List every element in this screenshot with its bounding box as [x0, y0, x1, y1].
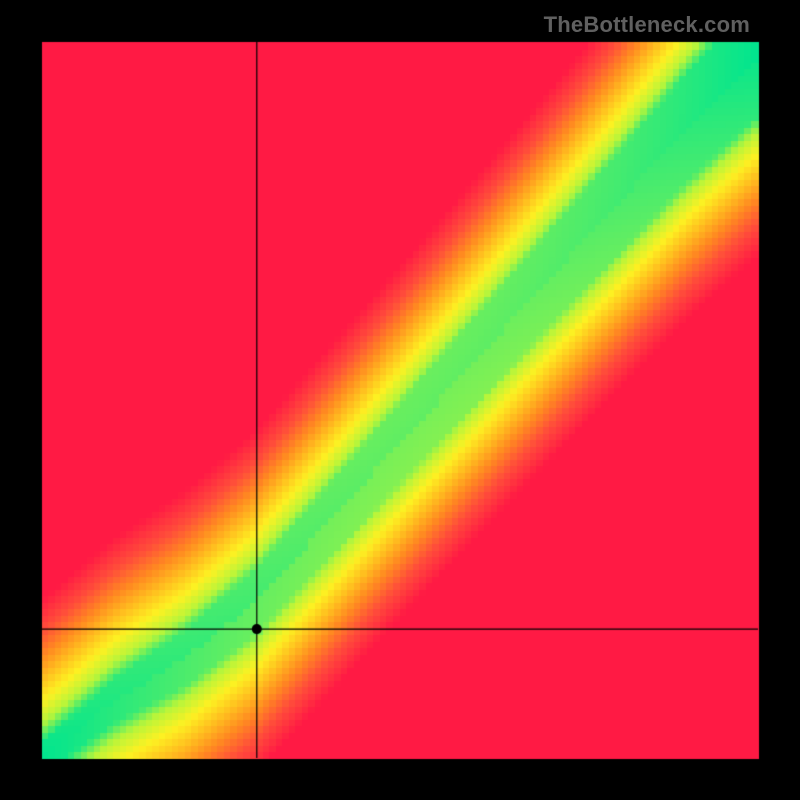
bottleneck-heatmap [0, 0, 800, 800]
site-watermark: TheBottleneck.com [544, 12, 750, 38]
chart-container: TheBottleneck.com [0, 0, 800, 800]
